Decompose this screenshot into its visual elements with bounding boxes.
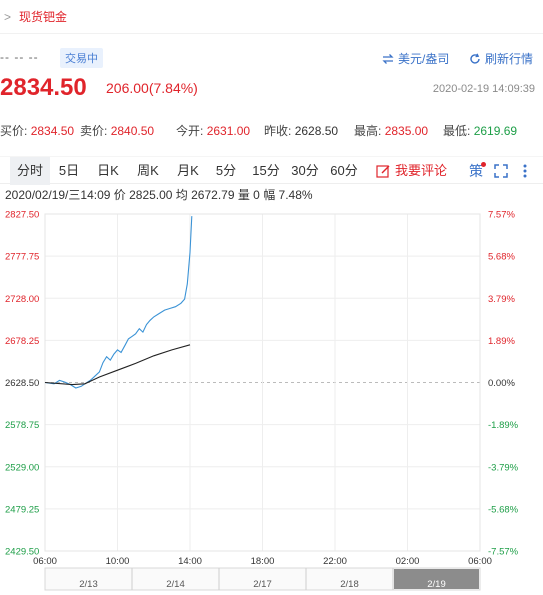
fullscreen-button[interactable] xyxy=(491,161,511,181)
refresh-button[interactable]: 刷新行情 xyxy=(469,50,533,67)
navigator-date-label: 2/13 xyxy=(79,579,98,590)
quote-open-label: 今开: xyxy=(176,124,204,138)
y-tick-label-left: 2777.75 xyxy=(5,252,39,263)
y-tick-label-right: 0.00% xyxy=(488,378,515,389)
price-line xyxy=(44,216,193,389)
y-tick-label-right: 1.89% xyxy=(488,336,515,347)
date-navigator xyxy=(44,567,481,591)
y-tick-label-right: -1.89% xyxy=(488,420,519,431)
quote-high-value: 2835.00 xyxy=(384,124,429,138)
refresh-icon xyxy=(470,53,480,64)
navigator-date-label: 2/17 xyxy=(253,579,272,590)
x-tick-label: 14:00 xyxy=(178,556,202,567)
x-tick-label: 18:00 xyxy=(251,556,275,567)
quote-timestamp: 2020-02-19 14:09:39 xyxy=(432,83,535,95)
x-tick-label: 06:00 xyxy=(33,556,57,567)
tab-monthly-k[interactable]: 月K xyxy=(177,163,199,178)
more-button[interactable] xyxy=(515,161,535,181)
strategy-button[interactable]: 策 xyxy=(466,161,486,181)
quote-low-value: 2619.69 xyxy=(473,124,518,138)
intraday-chart[interactable]: 2827.50 7.57% 2777.75 5.68% 2728.00 3.79% 2678… xyxy=(0,205,543,595)
x-tick-label: 22:00 xyxy=(323,556,347,567)
tab-weekly-k[interactable]: 周K xyxy=(137,163,159,178)
instrument-code: -- -- -- xyxy=(0,50,39,64)
status-badge: 交易中 xyxy=(60,48,103,68)
instrument-header: -- -- -- 交易中 美元/盎司 刷新行情 xyxy=(0,44,543,70)
quote-prev-close: 昨收: 2628.50 xyxy=(264,122,338,139)
y-tick-label-left: 2728.00 xyxy=(5,294,39,305)
y-tick-label-right: 3.79% xyxy=(488,294,515,305)
y-tick-label-left: 2827.50 xyxy=(5,210,39,221)
quote-open-value: 2631.00 xyxy=(206,124,251,138)
quote-low-label: 最低: xyxy=(443,124,471,138)
quote-row: 买价: 2834.50 卖价: 2840.50 今开: 2631.00 昨收: … xyxy=(0,122,543,138)
currency-toggle[interactable]: 美元/盎司 xyxy=(382,50,449,67)
quote-sell: 卖价: 2840.50 xyxy=(80,122,154,139)
navigator-date-label: 2/19 xyxy=(427,579,446,590)
y-tick-label-left: 2678.25 xyxy=(5,336,39,347)
quote-buy-label: 买价: xyxy=(0,124,28,138)
navigator-selection xyxy=(394,569,479,589)
quote-buy: 买价: 2834.50 xyxy=(0,122,74,139)
y-tick-label-right: 7.57% xyxy=(488,210,515,221)
comment-label: 我要评论 xyxy=(395,163,448,178)
y-tick-label-left: 2479.25 xyxy=(5,504,39,515)
y-tick-label-right: -3.79% xyxy=(488,462,519,473)
tab-5day[interactable]: 5日 xyxy=(58,163,80,178)
y-tick-label-right: -7.57% xyxy=(488,547,519,558)
edit-icon xyxy=(376,164,390,178)
tab-60min[interactable]: 60分 xyxy=(330,163,358,178)
quote-high: 最高: 2835.00 xyxy=(354,122,428,139)
navigator-date-label: 2/18 xyxy=(340,579,359,590)
period-tabs: 分时 5日 日K 周K 月K 5分 15分 30分 60分 我要评论 策 xyxy=(0,156,543,185)
tab-30min[interactable]: 30分 xyxy=(291,163,319,178)
breadcrumb-current[interactable]: 现货钯金 xyxy=(19,10,68,24)
y-tick-label-right: -5.68% xyxy=(488,504,519,515)
quote-sell-label: 卖价: xyxy=(80,124,108,138)
swap-icon xyxy=(382,53,394,64)
y-tick-label-left: 2628.50 xyxy=(5,378,39,389)
quote-high-label: 最高: xyxy=(354,124,382,138)
y-tick-label-right: 5.68% xyxy=(488,252,515,263)
breadcrumb: > 现货钯金 xyxy=(0,0,543,34)
price-change: 206.00(7.84%) xyxy=(106,80,198,96)
y-tick-label-left: 2578.75 xyxy=(5,420,39,431)
quote-prev-close-value: 2628.50 xyxy=(294,124,339,138)
tab-intraday[interactable]: 分时 xyxy=(10,157,50,185)
chart-svg: 2827.50 7.57% 2777.75 5.68% 2728.00 3.79% 2678… xyxy=(5,210,519,591)
navigator-date-label: 2/14 xyxy=(166,579,185,590)
more-icon xyxy=(523,164,527,178)
breadcrumb-separator: > xyxy=(4,9,12,24)
fullscreen-icon xyxy=(494,164,508,178)
crosshair-info: 2020/02/19/三14:09 价 2825.00 均 2672.79 量 … xyxy=(5,188,313,202)
comment-button[interactable]: 我要评论 xyxy=(376,157,447,185)
last-price: 2834.50 xyxy=(0,74,87,101)
y-tick-label-left: 2429.50 xyxy=(5,547,39,558)
x-tick-label: 02:00 xyxy=(396,556,420,567)
average-line xyxy=(44,344,191,386)
currency-label: 美元/盎司 xyxy=(398,52,450,66)
tab-daily-k[interactable]: 日K xyxy=(97,163,119,178)
refresh-label: 刷新行情 xyxy=(485,52,534,66)
x-tick-label: 06:00 xyxy=(468,556,492,567)
quote-buy-value: 2834.50 xyxy=(30,124,75,138)
quote-low: 最低: 2619.69 xyxy=(443,122,517,139)
y-tick-label-left: 2529.00 xyxy=(5,462,39,473)
quote-sell-value: 2840.50 xyxy=(110,124,155,138)
x-tick-label: 10:00 xyxy=(106,556,130,567)
quote-open: 今开: 2631.00 xyxy=(176,122,250,139)
notification-dot xyxy=(481,162,486,167)
strategy-label: 策 xyxy=(469,163,483,179)
tab-5min[interactable]: 5分 xyxy=(215,163,237,178)
price-row: 2834.50 206.00(7.84%) 2020-02-19 14:09:3… xyxy=(0,72,543,104)
tab-15min[interactable]: 15分 xyxy=(252,163,280,178)
quote-prev-close-label: 昨收: xyxy=(264,124,292,138)
